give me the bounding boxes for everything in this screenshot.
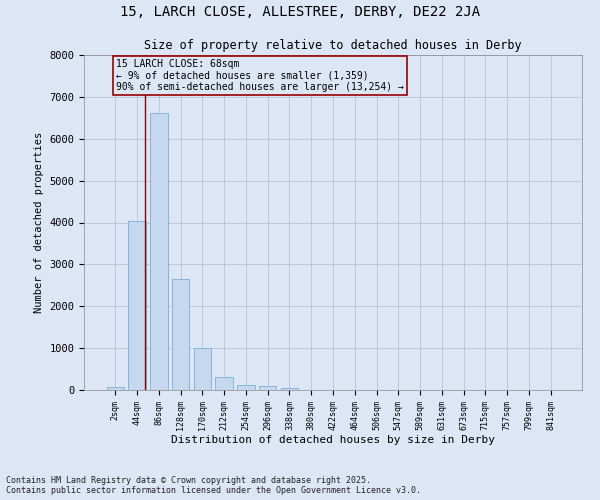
Bar bbox=[237, 385, 254, 390]
Bar bbox=[107, 387, 124, 390]
Bar bbox=[194, 348, 211, 390]
Y-axis label: Number of detached properties: Number of detached properties bbox=[34, 132, 44, 313]
Text: 15 LARCH CLOSE: 68sqm
← 9% of detached houses are smaller (1,359)
90% of semi-de: 15 LARCH CLOSE: 68sqm ← 9% of detached h… bbox=[116, 59, 404, 92]
Title: Size of property relative to detached houses in Derby: Size of property relative to detached ho… bbox=[144, 40, 522, 52]
Bar bbox=[259, 386, 277, 390]
X-axis label: Distribution of detached houses by size in Derby: Distribution of detached houses by size … bbox=[171, 436, 495, 446]
Bar bbox=[128, 221, 146, 390]
Text: 15, LARCH CLOSE, ALLESTREE, DERBY, DE22 2JA: 15, LARCH CLOSE, ALLESTREE, DERBY, DE22 … bbox=[120, 5, 480, 19]
Bar bbox=[215, 376, 233, 390]
Bar bbox=[150, 113, 167, 390]
Bar bbox=[172, 279, 190, 390]
Bar bbox=[281, 388, 298, 390]
Text: Contains HM Land Registry data © Crown copyright and database right 2025.
Contai: Contains HM Land Registry data © Crown c… bbox=[6, 476, 421, 495]
